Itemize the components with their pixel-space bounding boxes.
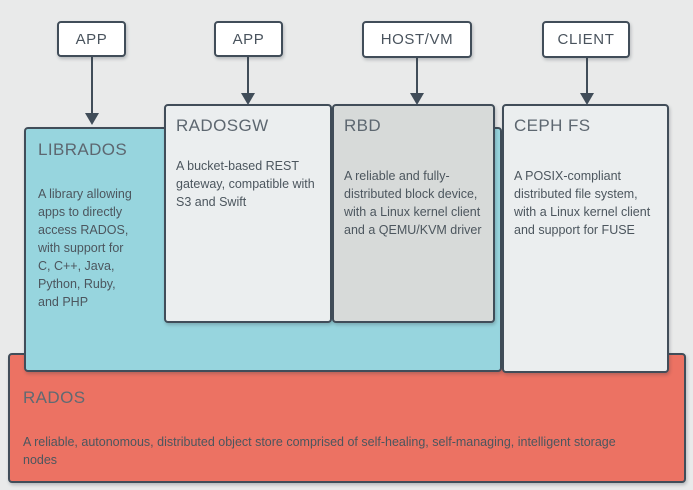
box-rbd: RBD A reliable and fully- distributed bl…: [332, 104, 495, 323]
box-rbd-title: RBD: [344, 116, 382, 135]
arrow-head-icon: [241, 93, 255, 105]
arrow-line: [586, 58, 588, 93]
box-radosgw-title: RADOSGW: [176, 116, 269, 135]
box-rados-title: RADOS: [23, 388, 86, 407]
node-app-1-label: APP: [75, 30, 108, 48]
node-app-2-label: APP: [232, 30, 265, 48]
node-host-vm: HOST/VM: [362, 21, 472, 58]
box-cephfs: CEPH FS A POSIX-compliant distributed fi…: [502, 104, 669, 373]
box-librados-title: LIBRADOS: [38, 140, 128, 159]
arrow-line: [91, 57, 93, 113]
box-rados-description: A reliable, autonomous, distributed obje…: [23, 435, 616, 467]
node-client-label: CLIENT: [557, 31, 615, 48]
box-radosgw-description: A bucket-based REST gateway, compatible …: [176, 159, 315, 209]
node-app-2: APP: [214, 21, 283, 57]
arrow-head-icon: [410, 93, 424, 105]
arrow-line: [247, 57, 249, 93]
box-librados-description: A library allowing apps to directly acce…: [38, 187, 132, 309]
node-app-1: APP: [57, 21, 126, 57]
box-cephfs-description: A POSIX-compliant distributed file syste…: [514, 169, 651, 237]
box-radosgw: RADOSGW A bucket-based REST gateway, com…: [164, 104, 332, 323]
box-cephfs-title: CEPH FS: [514, 116, 591, 135]
node-host-vm-label: HOST/VM: [380, 31, 454, 48]
arrow-line: [416, 58, 418, 93]
arrow-head-icon: [580, 93, 594, 105]
box-rbd-description: A reliable and fully- distributed block …: [344, 169, 482, 237]
arrow-head-icon: [85, 113, 99, 125]
node-client: CLIENT: [542, 21, 630, 58]
